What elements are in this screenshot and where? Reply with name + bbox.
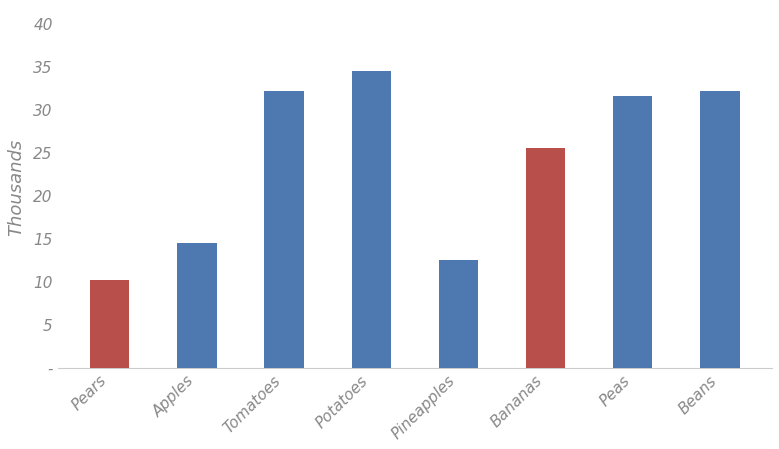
Bar <box>613 97 652 368</box>
Y-axis label: Thousands: Thousands <box>7 139 25 236</box>
Bar <box>351 70 391 368</box>
Bar <box>700 91 739 368</box>
Bar <box>526 148 566 368</box>
Bar <box>264 91 304 368</box>
Bar <box>439 260 478 368</box>
Bar <box>178 242 217 368</box>
Bar <box>90 280 129 368</box>
